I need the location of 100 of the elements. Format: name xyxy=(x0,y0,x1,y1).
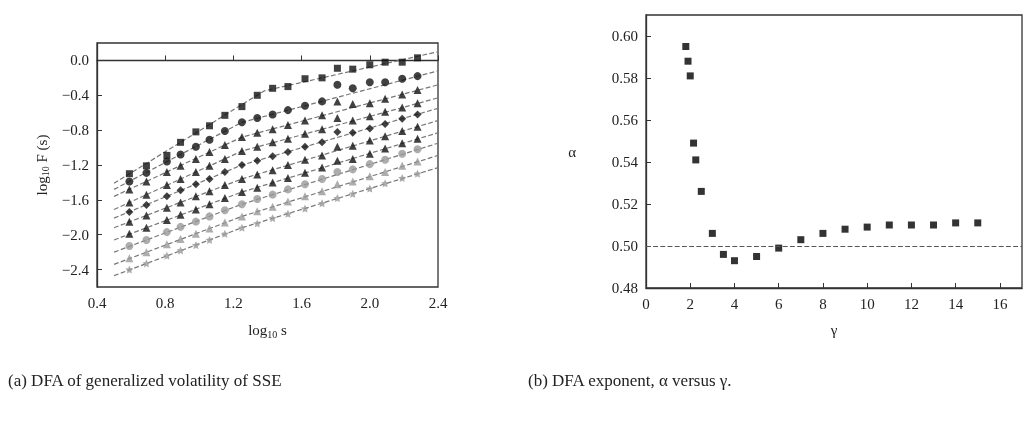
point xyxy=(333,167,342,176)
x-tick-label: 8 xyxy=(819,295,827,312)
point xyxy=(177,138,185,146)
point xyxy=(730,257,738,265)
point xyxy=(268,190,277,199)
point xyxy=(318,138,327,147)
point xyxy=(220,181,229,190)
point xyxy=(253,170,262,179)
point xyxy=(682,43,690,50)
point xyxy=(413,86,422,95)
point xyxy=(205,161,214,170)
point xyxy=(413,134,422,143)
point xyxy=(162,181,171,190)
point xyxy=(365,149,374,158)
x-tick-label: 4 xyxy=(730,295,739,312)
point xyxy=(142,259,151,268)
point xyxy=(142,168,151,177)
y-tick-label: −0.4 xyxy=(61,87,90,104)
point xyxy=(381,155,390,164)
point xyxy=(253,113,262,122)
point xyxy=(333,142,342,151)
point xyxy=(863,223,871,231)
point xyxy=(237,161,246,169)
point xyxy=(301,180,310,189)
point xyxy=(283,197,292,206)
point xyxy=(205,224,214,233)
y-tick-label: 0.60 xyxy=(611,28,638,44)
point xyxy=(301,101,310,110)
point xyxy=(253,91,261,99)
point xyxy=(333,156,342,165)
point xyxy=(237,147,246,156)
point xyxy=(253,128,262,137)
point xyxy=(365,184,374,193)
point xyxy=(333,194,342,203)
point xyxy=(192,128,200,136)
point xyxy=(381,78,390,87)
point xyxy=(318,187,327,196)
point xyxy=(176,246,185,255)
point xyxy=(348,189,357,198)
point xyxy=(191,241,200,250)
point xyxy=(381,167,390,176)
point xyxy=(268,152,277,161)
point xyxy=(220,194,229,203)
point xyxy=(237,133,246,142)
point xyxy=(206,122,214,130)
point xyxy=(283,147,292,156)
point xyxy=(283,174,292,183)
point xyxy=(220,218,229,227)
point xyxy=(142,162,150,170)
x-tick-label: 14 xyxy=(948,295,964,312)
point xyxy=(125,217,134,226)
point xyxy=(365,160,374,169)
point xyxy=(381,179,390,188)
point xyxy=(191,167,200,176)
point xyxy=(162,203,171,212)
point xyxy=(162,251,171,260)
text: (a) DFA of generalized volatility of SSE xyxy=(8,371,282,390)
point xyxy=(176,161,185,170)
point xyxy=(301,192,310,201)
point xyxy=(318,74,326,82)
x-tick-label: 12 xyxy=(903,295,919,312)
point xyxy=(205,174,214,183)
x-tick-label: 16 xyxy=(992,295,1008,312)
point xyxy=(398,74,407,83)
point xyxy=(284,83,292,91)
point xyxy=(907,221,915,229)
y-tick-label: −1.2 xyxy=(61,157,89,173)
point xyxy=(253,142,262,151)
point xyxy=(191,180,200,189)
point xyxy=(162,228,171,237)
point xyxy=(205,235,214,244)
point xyxy=(318,97,327,106)
point xyxy=(220,140,229,149)
point xyxy=(333,80,342,89)
point xyxy=(398,58,406,66)
point xyxy=(318,199,327,208)
point xyxy=(686,72,694,80)
point xyxy=(348,100,357,108)
point xyxy=(381,94,390,103)
point xyxy=(253,219,262,228)
point xyxy=(220,206,229,215)
point xyxy=(692,156,700,164)
point xyxy=(365,78,374,87)
text: (b) DFA exponent, α versus γ. xyxy=(528,371,732,390)
point xyxy=(381,107,390,116)
y-axis-title: α xyxy=(568,143,577,160)
point xyxy=(318,125,327,134)
point xyxy=(413,169,422,178)
x-tick-label: 0.4 xyxy=(87,294,107,311)
point xyxy=(348,128,357,137)
point xyxy=(283,106,292,115)
point xyxy=(176,186,185,195)
point xyxy=(697,187,705,195)
point xyxy=(283,185,292,194)
x-tick-label: 0.8 xyxy=(155,294,175,311)
point xyxy=(797,236,805,244)
point xyxy=(348,116,357,125)
point xyxy=(930,221,938,229)
point xyxy=(333,113,342,122)
y-tick-label: 0.58 xyxy=(611,70,638,86)
